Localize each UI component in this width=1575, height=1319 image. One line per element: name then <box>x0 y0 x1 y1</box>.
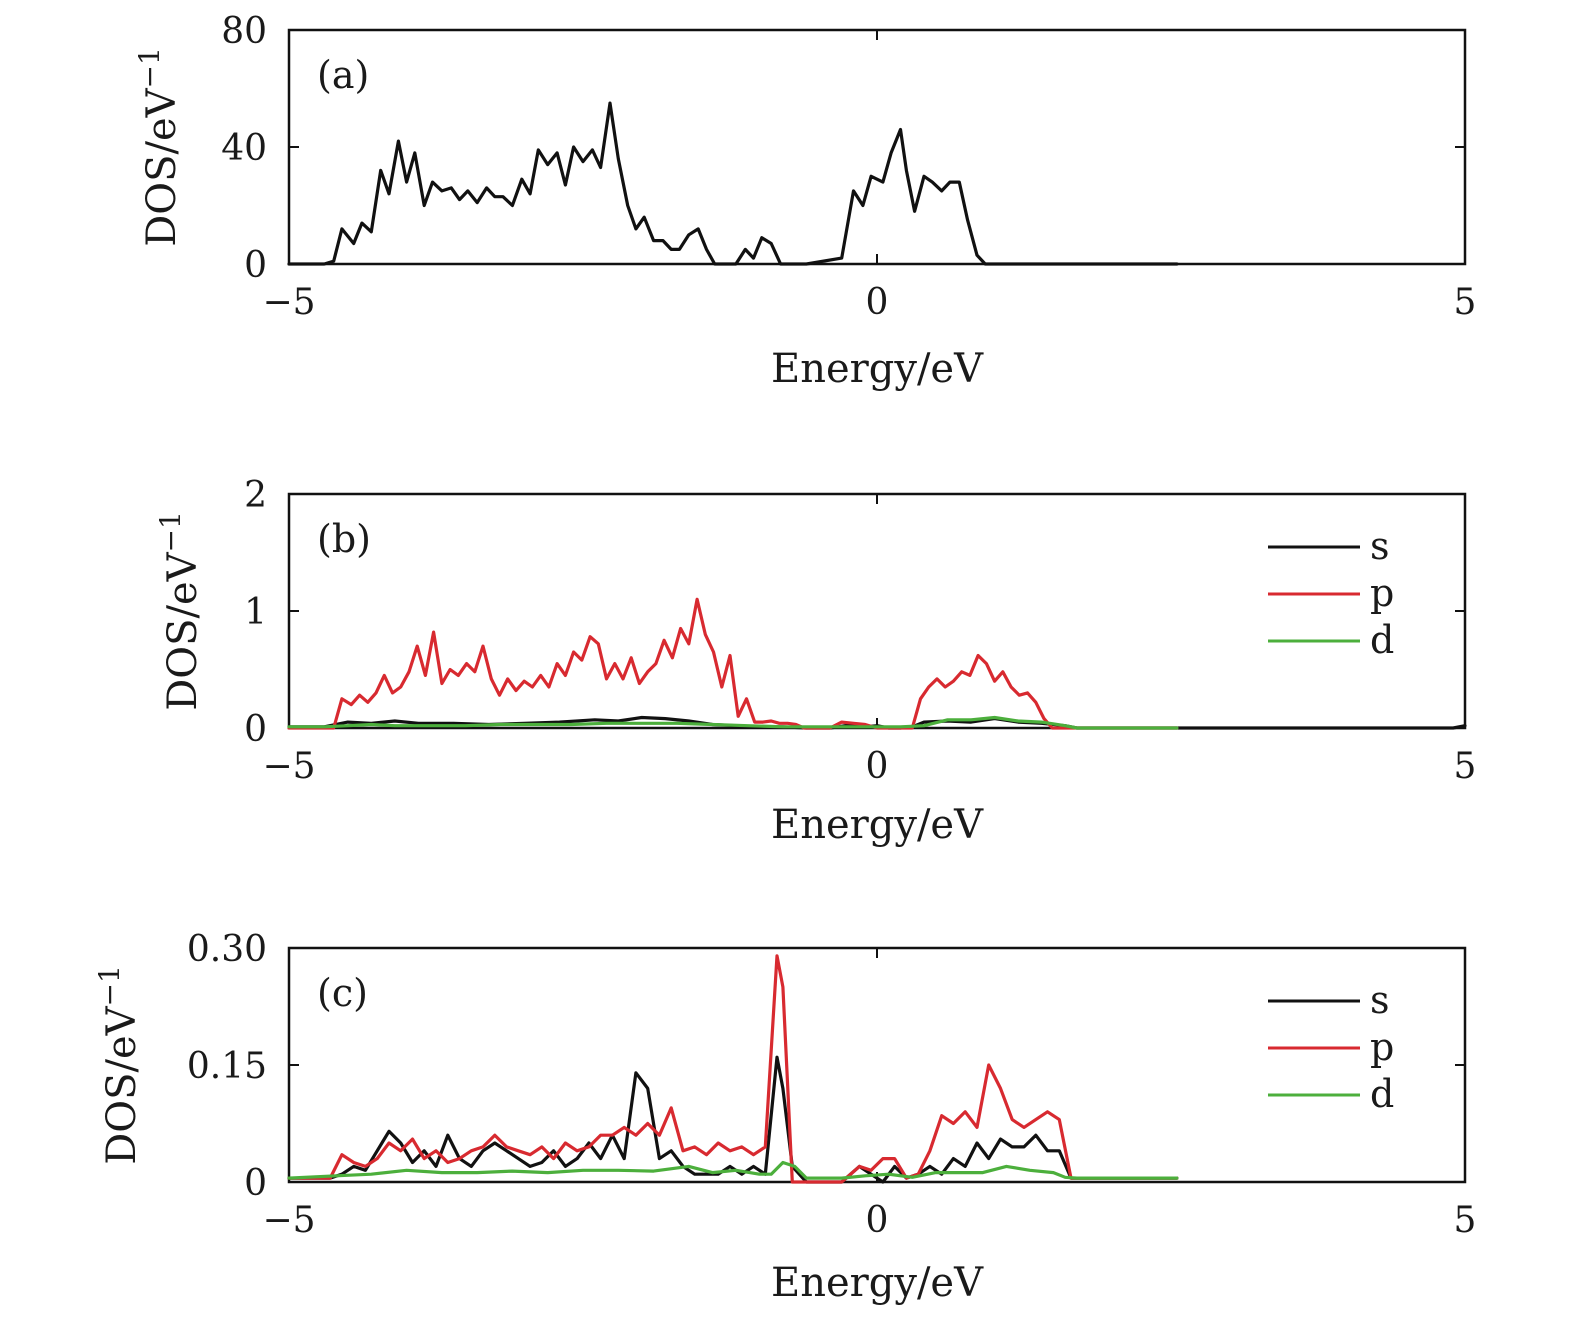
legend-label-d: d <box>1370 618 1394 662</box>
series-line-total <box>287 101 1179 266</box>
legend-label-p: p <box>1370 1025 1394 1069</box>
y-axis-label-superscript: −1 <box>133 47 166 88</box>
series-line-s <box>287 1055 1179 1184</box>
y-axis-label: DOS/eV−1 <box>154 511 206 711</box>
plot-frame <box>287 492 1467 730</box>
x-tick-label: −5 <box>262 1200 315 1241</box>
y-axis-label: DOS/eV−1 <box>93 965 145 1165</box>
legend-label-s: s <box>1370 524 1390 568</box>
series-line-p <box>287 954 1179 1184</box>
y-tick-label: 0 <box>244 1163 267 1204</box>
y-tick-label: 0 <box>244 709 267 750</box>
x-tick-label: 5 <box>1454 1200 1477 1241</box>
x-axis-label: Energy/eV <box>771 1260 984 1306</box>
plot-frame <box>287 946 1467 1184</box>
y-tick-label: 0.30 <box>187 929 267 970</box>
y-tick-label: 1 <box>244 592 267 633</box>
y-axis-label-superscript: −1 <box>154 511 187 552</box>
series-line-d <box>287 715 1179 730</box>
legend-label-p: p <box>1370 571 1394 615</box>
x-tick-label: 0 <box>866 1200 889 1241</box>
x-tick-label: 0 <box>866 282 889 323</box>
x-tick-label: −5 <box>262 746 315 787</box>
y-tick-label: 40 <box>221 128 267 169</box>
series-line-d <box>287 1160 1179 1180</box>
y-axis-label-text: DOS/eV <box>99 1005 145 1164</box>
panel-label: (b) <box>317 517 371 561</box>
y-axis-label-text: DOS/eV <box>160 551 206 710</box>
panel-label: (a) <box>317 53 369 97</box>
panel-label: (c) <box>317 971 368 1015</box>
y-axis-label-superscript: −1 <box>93 965 126 1006</box>
legend-label-d: d <box>1370 1072 1394 1116</box>
y-tick-label: 2 <box>244 475 267 516</box>
y-axis-label-text: DOS/eV <box>139 87 185 246</box>
y-axis-label: DOS/eV−1 <box>133 47 185 247</box>
x-tick-label: 0 <box>866 746 889 787</box>
x-tick-label: −5 <box>262 282 315 323</box>
y-tick-label: 0 <box>244 245 267 286</box>
plot-frame <box>287 28 1467 266</box>
x-axis-label: Energy/eV <box>771 802 984 848</box>
y-tick-label: 0.15 <box>187 1046 267 1087</box>
x-tick-label: 5 <box>1454 282 1477 323</box>
x-axis-label: Energy/eV <box>771 346 984 392</box>
x-tick-label: 5 <box>1454 746 1477 787</box>
legend-label-s: s <box>1370 978 1390 1022</box>
series-line-p <box>287 597 1179 730</box>
y-tick-label: 80 <box>221 11 267 52</box>
